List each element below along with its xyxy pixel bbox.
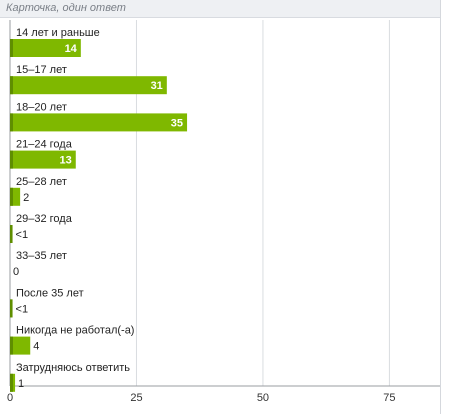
bar-edge [10, 150, 13, 169]
data-label: 0 [13, 266, 19, 278]
category-label: Затрудняюсь ответить [16, 362, 130, 374]
bar-edge [10, 187, 13, 206]
data-label: 4 [33, 341, 39, 353]
bar-edge [10, 76, 13, 95]
data-label: <1 [16, 303, 29, 315]
data-label: 1 [18, 378, 24, 390]
bar-edge [10, 113, 13, 132]
bar [10, 113, 188, 132]
category-label: 18–20 лет [16, 101, 67, 113]
category-label: 14 лет и раньше [16, 27, 100, 39]
bar-edge [10, 39, 13, 57]
bar [10, 39, 81, 57]
panel-border [440, 0, 441, 414]
bar [10, 187, 21, 206]
bar-edge [10, 299, 13, 318]
bar [10, 76, 167, 95]
category-label: 29–32 года [16, 213, 73, 225]
x-tick-label: 50 [257, 392, 269, 404]
bar-edge [10, 336, 13, 355]
category-label: Никогда не работал(-а) [16, 325, 134, 337]
data-label: 31 [151, 80, 163, 92]
x-tick-label: 25 [130, 392, 142, 404]
category-label: 33–35 лет [16, 250, 67, 262]
category-label: 25–28 лет [16, 176, 67, 188]
category-label: После 35 лет [16, 287, 84, 299]
data-label: <1 [16, 229, 29, 241]
bar [10, 150, 76, 169]
category-label: 21–24 года [16, 139, 73, 151]
chart-subtitle: Карточка, один ответ [6, 2, 126, 14]
x-tick-label: 0 [7, 392, 13, 404]
chart-header: Карточка, один ответ [0, 0, 440, 18]
category-label: 15–17 лет [16, 64, 67, 76]
data-label: 35 [171, 117, 183, 129]
data-label: 14 [65, 43, 78, 55]
bar-edge [10, 225, 13, 243]
bar [10, 336, 31, 355]
x-tick-label: 75 [383, 392, 395, 404]
data-label: 2 [23, 192, 29, 204]
bar-edge [10, 373, 13, 392]
data-label: 13 [60, 155, 72, 167]
